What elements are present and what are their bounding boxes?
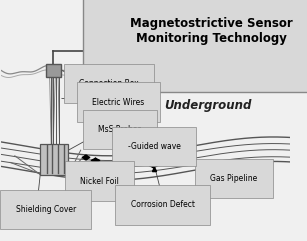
Text: Shielding Cover: Shielding Cover [16,205,76,214]
Text: Underground: Underground [164,100,251,112]
Text: Electric Wires: Electric Wires [92,98,145,107]
Bar [46,64,61,77]
Text: MsS Probes: MsS Probes [99,125,142,134]
Text: Connection Box: Connection Box [79,79,139,88]
Text: Corrosion Defect: Corrosion Defect [130,200,195,209]
Text: Gas Pipeline: Gas Pipeline [211,174,258,183]
Text: Nickel Foil: Nickel Foil [80,177,119,186]
Text: Magnetostrictive Sensor
Monitoring Technology: Magnetostrictive Sensor Monitoring Techn… [130,17,293,45]
Text: -Guided wave: -Guided wave [128,142,181,151]
Bar [40,144,68,175]
